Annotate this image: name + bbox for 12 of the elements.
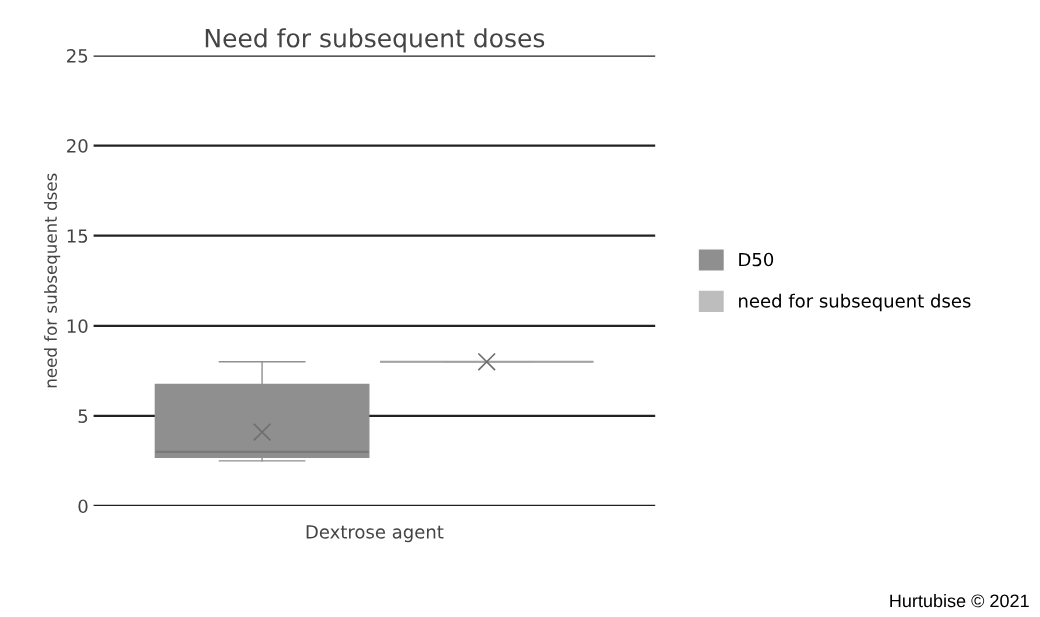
y-tick-label: 20 xyxy=(67,139,88,153)
text: Hurtubise © 2021 xyxy=(890,594,1029,608)
y-axis-title: need for subsequent dses xyxy=(44,173,61,388)
legend-label: need for subsequent dses xyxy=(739,293,971,312)
y-tick-label: 15 xyxy=(67,229,88,243)
y-tick-label: 10 xyxy=(67,319,88,333)
legend-label: D50 xyxy=(739,252,774,267)
y-tick-label: 5 xyxy=(78,409,88,423)
y-tick-label: 0 xyxy=(78,499,88,514)
chart-title: Need for subsequent doses xyxy=(205,28,545,53)
y-tick-label: 25 xyxy=(67,48,88,63)
x-axis-title: Dextrose agent xyxy=(306,525,444,543)
